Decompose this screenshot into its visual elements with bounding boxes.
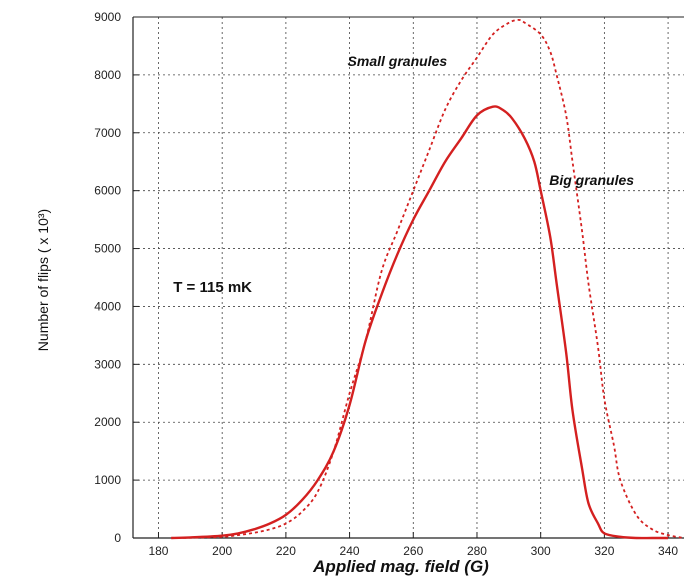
y-tick-label: 9000	[94, 10, 121, 24]
y-tick-label: 8000	[94, 68, 121, 82]
tick-labels: 180 200 220 240 260 280 300 320 340 0 1000 2000 3000…	[94, 10, 678, 558]
annotation-label: Small granules	[348, 53, 448, 69]
y-tick-label: 3000	[94, 357, 121, 371]
annotation-label: T = 115 mK	[173, 279, 252, 296]
x-tick-label: 300	[531, 544, 551, 558]
y-tick-label: 2000	[94, 415, 121, 429]
x-tick-label: 280	[467, 544, 487, 558]
series-lines	[171, 18, 684, 540]
y-tick-label: 5000	[94, 242, 121, 256]
axes	[132, 16, 684, 539]
series-line-small-granules	[171, 18, 684, 539]
x-axis-title: Applied mag. field (G)	[312, 557, 489, 576]
x-tick-label: 260	[403, 544, 423, 558]
series-line-big-granules	[171, 105, 669, 540]
y-tick-label: 6000	[94, 184, 121, 198]
x-tick-label: 180	[148, 544, 168, 558]
grid	[133, 16, 684, 538]
y-tick-label: 1000	[94, 473, 121, 487]
annotation-label: Big granules	[549, 172, 634, 188]
y-axis-title: Number of flips ( x 10³)	[35, 209, 51, 351]
y-tick-label: 4000	[94, 299, 121, 313]
x-tick-label: 240	[340, 544, 360, 558]
x-tick-label: 340	[658, 544, 678, 558]
x-tick-label: 320	[594, 544, 614, 558]
x-tick-label: 200	[212, 544, 232, 558]
y-tick-label: 0	[114, 531, 121, 545]
y-tick-label: 7000	[94, 126, 121, 140]
annotations: Small granules Big granules T = 115 mK	[173, 53, 634, 296]
x-tick-label: 220	[276, 544, 296, 558]
